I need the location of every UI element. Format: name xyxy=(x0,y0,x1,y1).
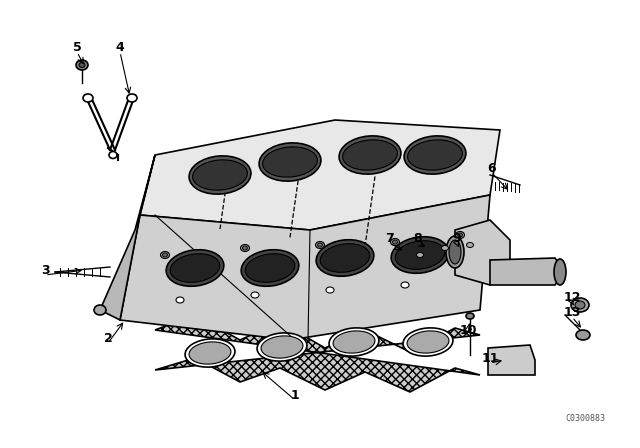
Ellipse shape xyxy=(442,246,449,250)
Ellipse shape xyxy=(458,233,463,237)
Ellipse shape xyxy=(261,336,303,358)
Text: 4: 4 xyxy=(116,40,124,53)
Ellipse shape xyxy=(395,241,445,269)
Ellipse shape xyxy=(316,240,374,276)
Polygon shape xyxy=(488,345,535,375)
Ellipse shape xyxy=(401,282,409,288)
Ellipse shape xyxy=(575,301,585,309)
Ellipse shape xyxy=(554,259,566,285)
Ellipse shape xyxy=(193,160,248,190)
Ellipse shape xyxy=(259,143,321,181)
Ellipse shape xyxy=(262,147,317,177)
Ellipse shape xyxy=(317,243,323,247)
Polygon shape xyxy=(455,220,510,285)
Ellipse shape xyxy=(329,328,379,356)
Polygon shape xyxy=(120,195,490,340)
Ellipse shape xyxy=(83,94,93,102)
Ellipse shape xyxy=(576,330,590,340)
Ellipse shape xyxy=(390,238,399,246)
Ellipse shape xyxy=(571,298,589,312)
Text: 9: 9 xyxy=(452,232,461,245)
Ellipse shape xyxy=(166,250,224,286)
Ellipse shape xyxy=(251,292,259,298)
Ellipse shape xyxy=(326,287,334,293)
Ellipse shape xyxy=(243,246,248,250)
Ellipse shape xyxy=(127,94,137,102)
Text: 3: 3 xyxy=(41,263,49,276)
Ellipse shape xyxy=(245,254,295,282)
Ellipse shape xyxy=(467,242,474,247)
Text: 5: 5 xyxy=(72,40,81,53)
Text: 6: 6 xyxy=(488,161,496,175)
Ellipse shape xyxy=(408,140,463,170)
Text: 10: 10 xyxy=(460,323,477,336)
Ellipse shape xyxy=(170,254,220,282)
Text: 1: 1 xyxy=(291,388,300,401)
Ellipse shape xyxy=(466,313,474,319)
Ellipse shape xyxy=(333,331,375,353)
Ellipse shape xyxy=(392,240,397,244)
Polygon shape xyxy=(100,155,155,320)
Ellipse shape xyxy=(339,136,401,174)
Ellipse shape xyxy=(241,245,250,251)
Ellipse shape xyxy=(417,253,424,258)
Ellipse shape xyxy=(94,305,106,315)
Text: 2: 2 xyxy=(104,332,113,345)
Polygon shape xyxy=(490,258,560,285)
Ellipse shape xyxy=(403,328,453,356)
Ellipse shape xyxy=(391,237,449,273)
Text: 13: 13 xyxy=(563,306,580,319)
Ellipse shape xyxy=(185,339,235,367)
Ellipse shape xyxy=(79,63,85,68)
Ellipse shape xyxy=(449,240,461,264)
Ellipse shape xyxy=(316,241,324,249)
Ellipse shape xyxy=(241,250,299,286)
Text: 7: 7 xyxy=(386,232,394,245)
Ellipse shape xyxy=(407,331,449,353)
Ellipse shape xyxy=(342,140,397,170)
Ellipse shape xyxy=(176,297,184,303)
Text: 11: 11 xyxy=(481,352,499,365)
Text: 12: 12 xyxy=(563,290,580,303)
Ellipse shape xyxy=(446,236,464,268)
Ellipse shape xyxy=(163,253,168,257)
Ellipse shape xyxy=(257,333,307,361)
Ellipse shape xyxy=(109,151,117,159)
Ellipse shape xyxy=(456,232,465,238)
Text: C0300883: C0300883 xyxy=(565,414,605,422)
Ellipse shape xyxy=(320,244,370,272)
Ellipse shape xyxy=(161,251,170,258)
Ellipse shape xyxy=(76,60,88,70)
Polygon shape xyxy=(155,315,480,392)
Text: 8: 8 xyxy=(413,232,422,245)
Ellipse shape xyxy=(404,136,466,174)
Ellipse shape xyxy=(189,342,231,364)
Ellipse shape xyxy=(189,156,251,194)
Polygon shape xyxy=(140,120,500,230)
